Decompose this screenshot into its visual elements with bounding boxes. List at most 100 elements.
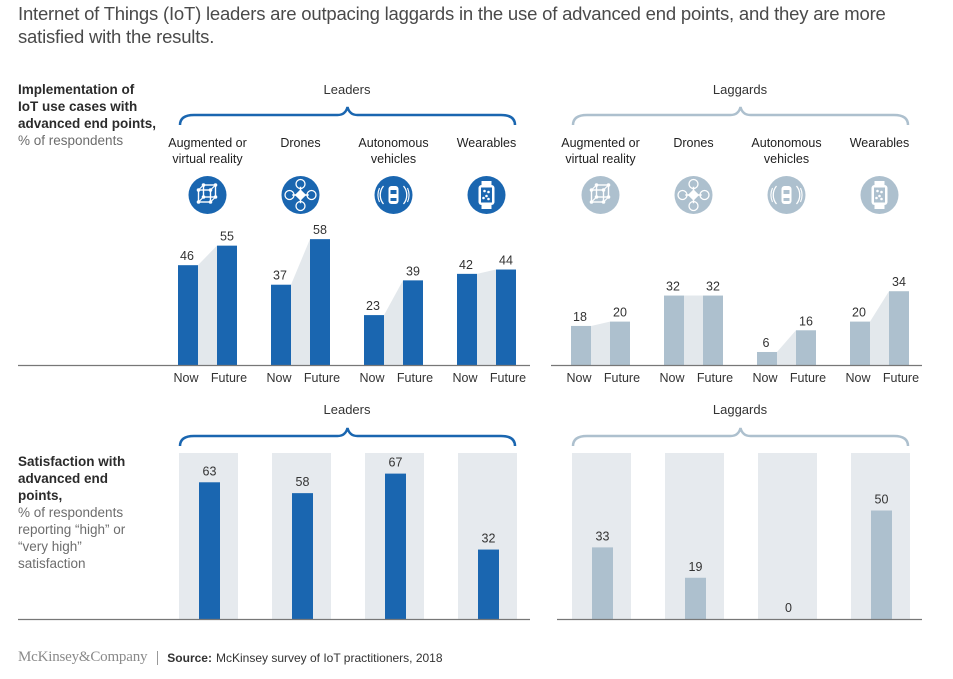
bar-connector <box>777 330 796 365</box>
chart-title: Internet of Things (IoT) leaders are out… <box>18 3 886 47</box>
watch-dot <box>482 196 485 200</box>
cube-edge <box>198 196 204 203</box>
value-label-now: 23 <box>366 299 380 313</box>
watch-strap <box>874 181 885 186</box>
category-label-laggards: Drones <box>673 136 713 150</box>
satisfaction-value-label: 58 <box>296 475 310 489</box>
bar-future <box>703 295 723 365</box>
watch-dot <box>485 194 488 198</box>
axis-label-now: Now <box>173 371 199 385</box>
category-label-leaders: virtual reality <box>172 152 243 166</box>
bottom-brace-leaders <box>178 427 517 447</box>
satisfaction-bar <box>478 549 499 619</box>
signal-arc <box>402 185 408 205</box>
watch-strap <box>481 204 492 209</box>
bottom-section-label-sub: % of respondents reporting “high” or “ve… <box>18 505 126 571</box>
vr-cube-icon-bg <box>581 176 620 214</box>
cube-front <box>197 189 212 203</box>
value-label-future: 20 <box>613 306 627 320</box>
bar-now <box>850 321 870 365</box>
satisfaction-value-label: 50 <box>875 493 889 507</box>
axis-label-future: Future <box>211 371 247 385</box>
value-label-now: 42 <box>459 258 473 272</box>
bar-future <box>217 245 237 365</box>
cube-edge <box>603 196 609 203</box>
autonomous-car-icon <box>374 176 413 214</box>
autonomous-car-icon <box>767 176 806 214</box>
cube-front <box>590 189 605 203</box>
signal-arc <box>795 185 801 205</box>
top-brace-leaders <box>178 106 517 126</box>
axis-label-now: Now <box>845 371 871 385</box>
value-label-future: 39 <box>406 264 420 278</box>
cube-back <box>595 184 610 198</box>
bar-connector <box>870 291 889 365</box>
satisfaction-bar <box>385 473 406 619</box>
category-label-laggards: virtual reality <box>565 152 636 166</box>
signal-arc <box>770 187 774 203</box>
bar-now <box>571 325 591 365</box>
bottom-group-label-laggards: Laggards <box>713 402 768 417</box>
bottom-section-label: Satisfaction with advanced end points, %… <box>18 453 153 572</box>
bar-future <box>796 330 816 365</box>
signal-arc <box>406 187 410 203</box>
watch-dot <box>878 194 881 198</box>
car-rear-window <box>390 198 397 201</box>
value-label-now: 6 <box>763 336 770 350</box>
axis-label-now: Now <box>566 371 592 385</box>
satisfaction-value-label: 0 <box>785 601 792 615</box>
bar-future <box>403 280 423 365</box>
axis-label-now: Now <box>266 371 292 385</box>
category-label-leaders: vehicles <box>371 152 416 166</box>
smartwatch-icon <box>467 176 506 214</box>
car-windshield <box>390 190 397 194</box>
column-background <box>758 453 817 619</box>
watch-dot <box>875 196 878 200</box>
value-label-future: 58 <box>313 223 327 237</box>
value-label-future: 44 <box>499 254 513 268</box>
value-label-future: 32 <box>706 280 720 294</box>
axis-label-future: Future <box>604 371 640 385</box>
cube-edge <box>591 184 597 191</box>
car-rear-window <box>783 198 790 201</box>
axis-label-now: Now <box>452 371 478 385</box>
bar-future <box>889 291 909 365</box>
axis-label-future: Future <box>304 371 340 385</box>
satisfaction-bar <box>592 547 613 619</box>
vr-cube-icon <box>581 176 620 214</box>
bar-connector <box>198 245 217 365</box>
satisfaction-bar <box>871 510 892 619</box>
source-text: McKinsey survey of IoT practitioners, 20… <box>215 650 443 665</box>
footer-divider <box>157 650 159 665</box>
value-label-future: 16 <box>799 314 813 328</box>
axis-label-future: Future <box>397 371 433 385</box>
satisfaction-value-label: 63 <box>203 464 217 478</box>
bar-connector <box>384 280 403 365</box>
value-label-now: 18 <box>573 310 587 324</box>
car-body <box>388 186 399 204</box>
top-group-label-leaders: Leaders <box>324 82 371 97</box>
car-windshield <box>783 190 790 194</box>
vr-cube-icon-bg <box>188 176 227 214</box>
bar-future <box>610 321 630 365</box>
bottom-brace-laggards <box>571 427 910 447</box>
value-label-future: 55 <box>220 230 234 244</box>
category-label-laggards: Augmented or <box>561 136 640 150</box>
satisfaction-value-label: 67 <box>389 456 403 470</box>
category-label-leaders: Autonomous <box>358 136 428 150</box>
value-label-now: 37 <box>273 269 287 283</box>
drone-icon <box>281 176 320 214</box>
axis-label-future: Future <box>697 371 733 385</box>
satisfaction-bar <box>685 577 706 619</box>
category-label-laggards: vehicles <box>764 152 809 166</box>
bar-now <box>757 351 777 365</box>
bar-future <box>496 269 516 365</box>
bar-now <box>457 273 477 365</box>
watch-strap <box>481 181 492 186</box>
value-label-now: 46 <box>180 249 194 263</box>
watch-dot <box>876 189 879 193</box>
mckinsey-logo: McKinsey&Company <box>18 649 148 665</box>
watch-dot <box>487 197 490 201</box>
signal-arc <box>379 185 385 205</box>
bar-now <box>178 265 198 365</box>
